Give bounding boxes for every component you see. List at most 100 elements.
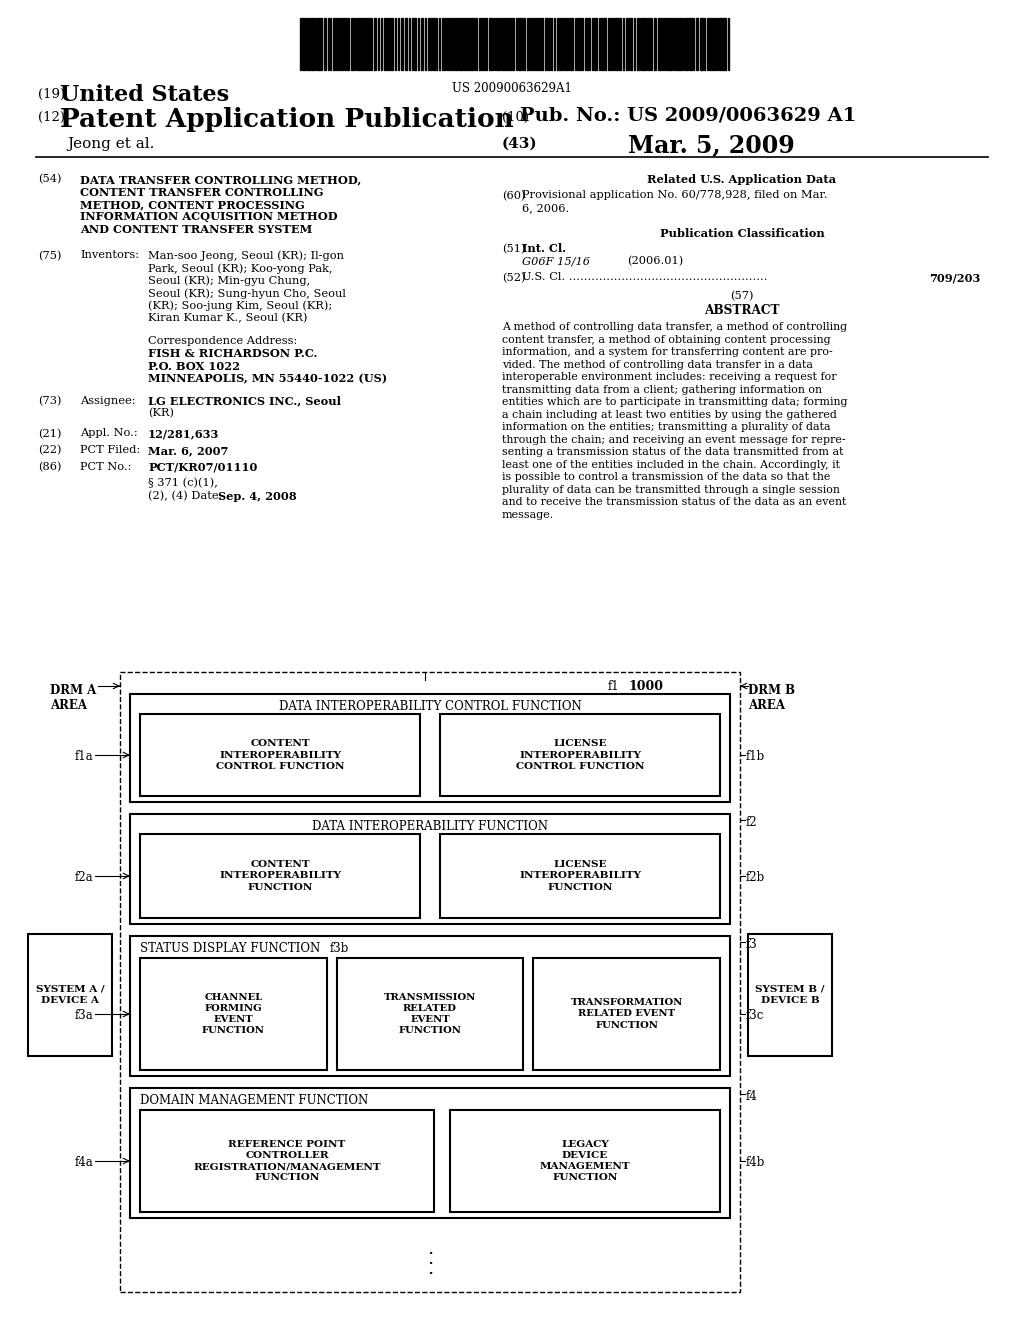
Text: G06F 15/16: G06F 15/16 [522, 256, 590, 267]
Text: Patent Application Publication: Patent Application Publication [60, 107, 514, 132]
Bar [696, 18, 698, 70]
Text: TRANSFORMATION
RELATED EVENT
FUNCTION: TRANSFORMATION RELATED EVENT FUNCTION [570, 998, 683, 1030]
Bar [468, 18, 470, 70]
Bar [414, 18, 416, 70]
Text: 6, 2006.: 6, 2006. [522, 203, 569, 213]
Bar [340, 18, 343, 70]
Bar [337, 958, 523, 1071]
Bar [362, 18, 365, 70]
Text: 709/203: 709/203 [929, 272, 980, 284]
Text: Seoul (KR); Sung-hyun Cho, Seoul: Seoul (KR); Sung-hyun Cho, Seoul [148, 288, 346, 298]
Bar [140, 1110, 434, 1212]
Text: SYSTEM A /
DEVICE A: SYSTEM A / DEVICE A [36, 985, 104, 1005]
Bar [406, 18, 407, 70]
Text: (60): (60) [502, 190, 525, 201]
Text: United States: United States [60, 84, 229, 106]
Text: (10): (10) [502, 111, 529, 124]
Text: § 371 (c)(1),: § 371 (c)(1), [148, 478, 218, 488]
Text: Provisional application No. 60/778,928, filed on Mar.: Provisional application No. 60/778,928, … [522, 190, 827, 201]
Text: (21): (21) [38, 429, 61, 438]
Bar [454, 18, 457, 70]
Text: (57): (57) [730, 290, 754, 301]
Bar [484, 18, 487, 70]
Bar [675, 18, 677, 70]
Bar [594, 18, 597, 70]
Text: f2: f2 [746, 816, 758, 829]
Text: DATA TRANSFER CONTROLLING METHOD,: DATA TRANSFER CONTROLLING METHOD, [80, 174, 361, 185]
Text: information, and a system for transferring content are pro-: information, and a system for transferri… [502, 347, 833, 358]
Text: .: . [427, 1250, 433, 1269]
Text: entities which are to participate in transmitting data; forming: entities which are to participate in tra… [502, 397, 848, 408]
Text: senting a transmission status of the data transmitted from at: senting a transmission status of the dat… [502, 447, 844, 457]
Text: CONTENT
INTEROPERABILITY
CONTROL FUNCTION: CONTENT INTEROPERABILITY CONTROL FUNCTIO… [216, 739, 344, 771]
Bar [302, 18, 305, 70]
Text: 1000: 1000 [628, 680, 663, 693]
Bar [28, 935, 112, 1056]
Text: content transfer, a method of obtaining content processing: content transfer, a method of obtaining … [502, 335, 830, 345]
Bar [333, 18, 335, 70]
Bar [308, 18, 310, 70]
Text: LICENSE
INTEROPERABILITY
FUNCTION: LICENSE INTEROPERABILITY FUNCTION [519, 861, 641, 891]
Bar [428, 18, 430, 70]
Bar [368, 18, 370, 70]
Text: Mar. 6, 2007: Mar. 6, 2007 [148, 445, 228, 455]
Text: (43): (43) [502, 137, 538, 150]
Text: (86): (86) [38, 462, 61, 471]
Bar [678, 18, 681, 70]
Bar [642, 18, 645, 70]
Text: is possible to control a transmission of the data so that the: is possible to control a transmission of… [502, 473, 830, 482]
Text: DOMAIN MANAGEMENT FUNCTION: DOMAIN MANAGEMENT FUNCTION [140, 1094, 369, 1107]
Bar [669, 18, 672, 70]
Text: INFORMATION ACQUISITION METHOD: INFORMATION ACQUISITION METHOD [80, 211, 338, 223]
Text: 12/281,633: 12/281,633 [148, 429, 219, 440]
Text: (54): (54) [38, 174, 61, 185]
Text: REFERENCE POINT
CONTROLLER
REGISTRATION/MANAGEMENT
FUNCTION: REFERENCE POINT CONTROLLER REGISTRATION/… [194, 1140, 381, 1183]
Text: LICENSE
INTEROPERABILITY
CONTROL FUNCTION: LICENSE INTEROPERABILITY CONTROL FUNCTIO… [516, 739, 644, 771]
Bar [130, 814, 730, 924]
Text: f3b: f3b [330, 942, 349, 954]
Bar [637, 18, 639, 70]
Text: Correspondence Address:: Correspondence Address: [148, 335, 297, 346]
Text: DRM B
AREA: DRM B AREA [748, 684, 795, 711]
Text: through the chain; and receiving an event message for repre-: through the chain; and receiving an even… [502, 434, 846, 445]
Bar [351, 18, 353, 70]
Bar [654, 18, 656, 70]
Text: and to receive the transmission status of the data as an event: and to receive the transmission status o… [502, 498, 847, 507]
Bar [440, 834, 720, 917]
Text: information on the entities; transmitting a plurality of data: information on the entities; transmittin… [502, 422, 830, 432]
Bar [719, 18, 722, 70]
Bar [440, 714, 720, 796]
Text: Kiran Kumar K., Seoul (KR): Kiran Kumar K., Seoul (KR) [148, 313, 307, 323]
Text: a chain including at least two entities by using the gathered: a chain including at least two entities … [502, 409, 837, 420]
Bar [565, 18, 567, 70]
Text: AND CONTENT TRANSFER SYSTEM: AND CONTENT TRANSFER SYSTEM [80, 224, 312, 235]
Bar [512, 18, 514, 70]
Text: METHOD, CONTENT PROCESSING: METHOD, CONTENT PROCESSING [80, 199, 305, 210]
Text: (22): (22) [38, 445, 61, 455]
Bar [686, 18, 688, 70]
Text: DRM A
AREA: DRM A AREA [50, 684, 96, 711]
Text: Int. Cl.: Int. Cl. [522, 243, 566, 255]
Text: f1a: f1a [75, 750, 93, 763]
Text: .: . [427, 1261, 433, 1278]
Bar [748, 935, 831, 1056]
Text: transmitting data from a client; gathering information on: transmitting data from a client; gatheri… [502, 384, 822, 395]
Bar [666, 18, 668, 70]
Text: Publication Classification: Publication Classification [659, 228, 824, 239]
Text: (KR); Soo-jung Kim, Seoul (KR);: (KR); Soo-jung Kim, Seoul (KR); [148, 301, 332, 312]
Bar [709, 18, 711, 70]
Text: (KR): (KR) [148, 408, 174, 418]
Bar [317, 18, 319, 70]
Bar [319, 18, 322, 70]
Text: f3c: f3c [746, 1008, 764, 1022]
Text: f2b: f2b [746, 871, 765, 884]
Text: CHANNEL
FORMING
EVENT
FUNCTION: CHANNEL FORMING EVENT FUNCTION [202, 993, 265, 1035]
Text: CONTENT
INTEROPERABILITY
FUNCTION: CONTENT INTEROPERABILITY FUNCTION [219, 861, 341, 891]
Text: A method of controlling data transfer, a method of controlling: A method of controlling data transfer, a… [502, 322, 847, 333]
Text: U.S. Cl. .....................................................: U.S. Cl. ...............................… [522, 272, 768, 282]
Text: Seoul (KR); Min-gyu Chung,: Seoul (KR); Min-gyu Chung, [148, 276, 310, 286]
Bar [700, 18, 703, 70]
Text: .: . [427, 1239, 433, 1258]
Text: Jeong et al.: Jeong et al. [67, 137, 155, 150]
Bar [604, 18, 606, 70]
